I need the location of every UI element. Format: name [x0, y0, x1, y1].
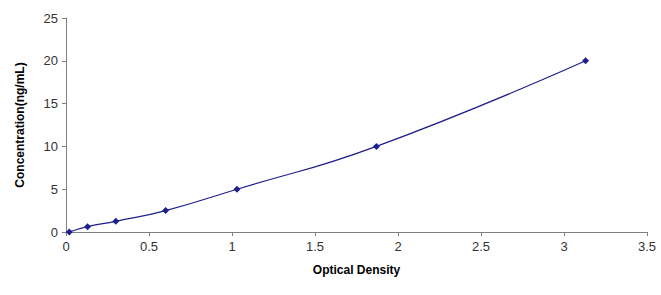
svg-text:0: 0	[62, 239, 69, 254]
svg-text:2: 2	[394, 239, 401, 254]
svg-text:0.5: 0.5	[140, 239, 158, 254]
svg-text:15: 15	[44, 96, 58, 111]
svg-text:5: 5	[51, 182, 58, 197]
svg-text:Concentration(ng/mL): Concentration(ng/mL)	[13, 62, 27, 187]
svg-text:3: 3	[560, 239, 567, 254]
svg-text:Optical Density: Optical Density	[313, 263, 401, 277]
svg-text:10: 10	[44, 139, 58, 154]
svg-text:1.5: 1.5	[306, 239, 324, 254]
svg-text:3.5: 3.5	[638, 239, 656, 254]
svg-text:1: 1	[228, 239, 235, 254]
svg-text:20: 20	[44, 53, 58, 68]
svg-text:25: 25	[44, 11, 58, 26]
svg-text:2.5: 2.5	[472, 239, 490, 254]
svg-text:0: 0	[51, 225, 58, 240]
